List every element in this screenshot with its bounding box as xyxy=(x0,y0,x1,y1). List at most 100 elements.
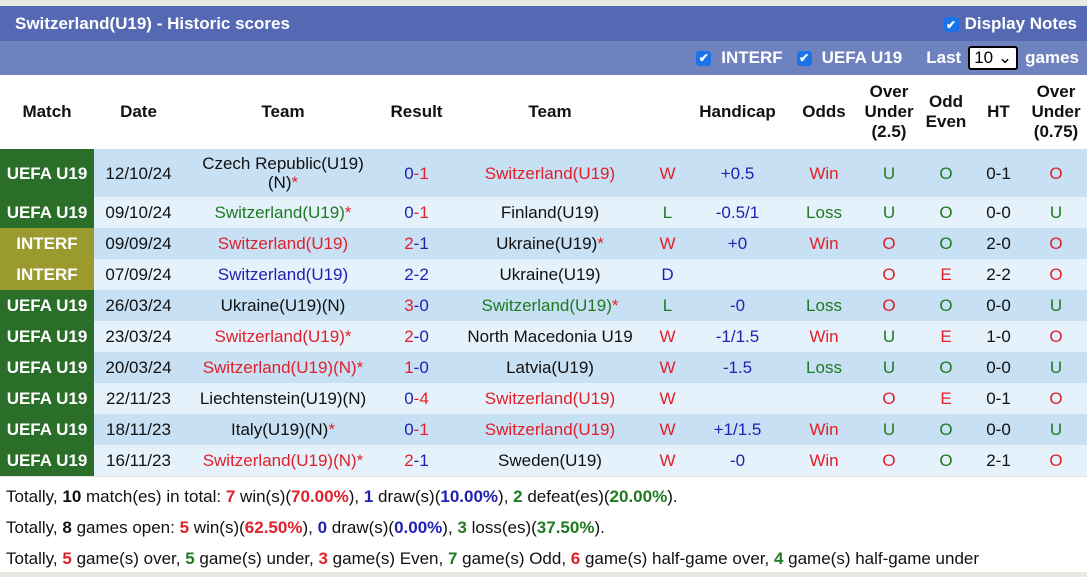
summary-segment: 0.00% xyxy=(394,518,443,537)
match-result[interactable]: 2-1 xyxy=(383,228,450,259)
over-under-25-text: O xyxy=(882,296,896,315)
home-team[interactable]: Ukraine(U19)(N) xyxy=(183,290,383,321)
match-result[interactable]: 2-1 xyxy=(383,445,450,476)
away-team[interactable]: Ukraine(U19)* xyxy=(450,228,650,259)
uefa-checkbox[interactable]: ✔ xyxy=(796,50,812,66)
match-date-text: 18/11/23 xyxy=(106,420,171,439)
competition-badge[interactable]: UEFA U19 xyxy=(0,445,94,476)
over-under-25-text: O xyxy=(882,234,896,253)
away-team[interactable]: Switzerland(U19) xyxy=(450,149,650,197)
games-count-select[interactable]: 10 ⌄ xyxy=(968,46,1019,70)
odd-even: O xyxy=(920,228,972,259)
handicap: -0 xyxy=(685,290,790,321)
odd-even-text: O xyxy=(939,234,953,253)
away-team[interactable]: Sweden(U19) xyxy=(450,445,650,476)
over-under-25: U xyxy=(858,414,920,445)
odd-even-text: E xyxy=(940,265,952,284)
outcome-text: W xyxy=(659,389,676,408)
home-team[interactable]: Italy(U19)(N)* xyxy=(183,414,383,445)
over-under-075-text: O xyxy=(1049,327,1063,346)
odds-result-text: Win xyxy=(809,234,839,253)
table-row[interactable]: UEFA U19 26/03/24 Ukraine(U19)(N) 3-0 Switze… xyxy=(0,290,1087,321)
table-row[interactable]: UEFA U19 20/03/24 Switzerland(U19)(N)* 1-0 L… xyxy=(0,352,1087,383)
away-team[interactable]: Switzerland(U19) xyxy=(450,414,650,445)
odds-result: Loss xyxy=(790,197,858,228)
over-under-075: U xyxy=(1025,352,1087,383)
competition-badge[interactable]: UEFA U19 xyxy=(0,414,94,445)
home-team[interactable]: Switzerland(U19)(N)* xyxy=(183,352,383,383)
home-team[interactable]: Switzerland(U19)* xyxy=(183,321,383,352)
column-header: Over Under (0.75) xyxy=(1031,82,1081,141)
bottom-border xyxy=(0,572,1087,577)
over-under-25-text: U xyxy=(882,358,896,377)
checkbox-checked-icon[interactable]: ✔ xyxy=(943,17,959,32)
home-team[interactable]: Czech Republic(U19)(N)* xyxy=(183,149,383,197)
over-under-25-text: O xyxy=(882,451,896,470)
table-row[interactable]: UEFA U19 22/11/23 Liechtenstein(U19)(N) 0-4… xyxy=(0,383,1087,414)
away-team-text: Switzerland(U19) xyxy=(484,420,616,439)
outcome: W xyxy=(650,383,685,414)
competition-badge[interactable]: INTERF xyxy=(0,228,94,259)
neutral-star-icon: * xyxy=(328,420,335,439)
away-team[interactable]: Switzerland(U19)* xyxy=(450,290,650,321)
match-result[interactable]: 2-2 xyxy=(383,259,450,290)
away-score: 1 xyxy=(419,203,429,222)
odd-even: E xyxy=(920,259,972,290)
away-team[interactable]: North Macedonia U19 xyxy=(450,321,650,352)
odds-result-text: Win xyxy=(809,163,839,183)
half-time-score: 0-0 xyxy=(972,290,1025,321)
competition-badge[interactable]: UEFA U19 xyxy=(0,383,94,414)
match-result[interactable]: 2-0 xyxy=(383,321,450,352)
away-team[interactable]: Finland(U19) xyxy=(450,197,650,228)
odds-result: Win xyxy=(790,228,858,259)
competition-badge[interactable]: INTERF xyxy=(0,259,94,290)
half-time-score: 2-1 xyxy=(972,445,1025,476)
away-team[interactable]: Ukraine(U19) xyxy=(450,259,650,290)
half-time-score: 2-0 xyxy=(972,228,1025,259)
away-score: 4 xyxy=(419,389,429,408)
competition-badge[interactable]: UEFA U19 xyxy=(0,321,94,352)
outcome: W xyxy=(650,445,685,476)
match-result[interactable]: 0-4 xyxy=(383,383,450,414)
summary-segment: ), xyxy=(348,487,364,506)
table-row[interactable]: UEFA U19 12/10/24 Czech Republic(U19)(N)* 0… xyxy=(0,149,1087,197)
home-team[interactable]: Switzerland(U19)* xyxy=(183,197,383,228)
interf-checkbox[interactable]: ✔ xyxy=(696,50,712,66)
odds-result-text: Win xyxy=(809,420,839,439)
home-team[interactable]: Switzerland(U19)(N)* xyxy=(183,445,383,476)
table-row[interactable]: INTERF 07/09/24 Switzerland(U19) 2-2 Ukraine… xyxy=(0,259,1087,290)
table-row[interactable]: UEFA U19 23/03/24 Switzerland(U19)* 2-0 Nort… xyxy=(0,321,1087,352)
score-separator: - xyxy=(413,327,420,346)
competition-badge[interactable]: UEFA U19 xyxy=(0,290,94,321)
away-team[interactable]: Switzerland(U19) xyxy=(450,383,650,414)
column-header: Handicap xyxy=(699,102,776,121)
neutral-star-icon: * xyxy=(356,358,364,377)
table-row[interactable]: UEFA U19 16/11/23 Switzerland(U19)(N)* 2-1 S… xyxy=(0,445,1087,476)
home-score: 0 xyxy=(404,389,414,408)
home-team[interactable]: Switzerland(U19) xyxy=(183,228,383,259)
away-team[interactable]: Latvia(U19) xyxy=(450,352,650,383)
summary-line: Totally, 10 match(es) in total: 7 win(s)… xyxy=(6,481,1081,512)
competition-badge[interactable]: UEFA U19 xyxy=(0,149,94,197)
table-row[interactable]: INTERF 09/09/24 Switzerland(U19) 2-1 Ukraine… xyxy=(0,228,1087,259)
home-team-text: Czech Republic(U19)(N) xyxy=(202,154,364,192)
home-team[interactable]: Switzerland(U19) xyxy=(183,259,383,290)
display-notes-toggle[interactable]: ✔ Display Notes xyxy=(943,14,1077,34)
table-row[interactable]: UEFA U19 09/10/24 Switzerland(U19)* 0-1 Finl… xyxy=(0,197,1087,228)
home-team[interactable]: Liechtenstein(U19)(N) xyxy=(183,383,383,414)
half-time-score-text: 0-1 xyxy=(986,389,1011,408)
match-result[interactable]: 0-1 xyxy=(383,414,450,445)
table-row[interactable]: UEFA U19 18/11/23 Italy(U19)(N)* 0-1 Switzer… xyxy=(0,414,1087,445)
match-result[interactable]: 0-1 xyxy=(383,197,450,228)
match-result[interactable]: 1-0 xyxy=(383,352,450,383)
match-date-text: 09/09/24 xyxy=(105,234,172,253)
competition-badge-text: UEFA U19 xyxy=(6,296,88,315)
competition-badge[interactable]: UEFA U19 xyxy=(0,197,94,228)
score-separator: - xyxy=(413,358,420,377)
match-result[interactable]: 0-1 xyxy=(383,149,450,197)
competition-badge[interactable]: UEFA U19 xyxy=(0,352,94,383)
over-under-075: U xyxy=(1025,290,1087,321)
over-under-25: O xyxy=(858,228,920,259)
competition-badge-text: INTERF xyxy=(16,234,78,253)
match-result[interactable]: 3-0 xyxy=(383,290,450,321)
